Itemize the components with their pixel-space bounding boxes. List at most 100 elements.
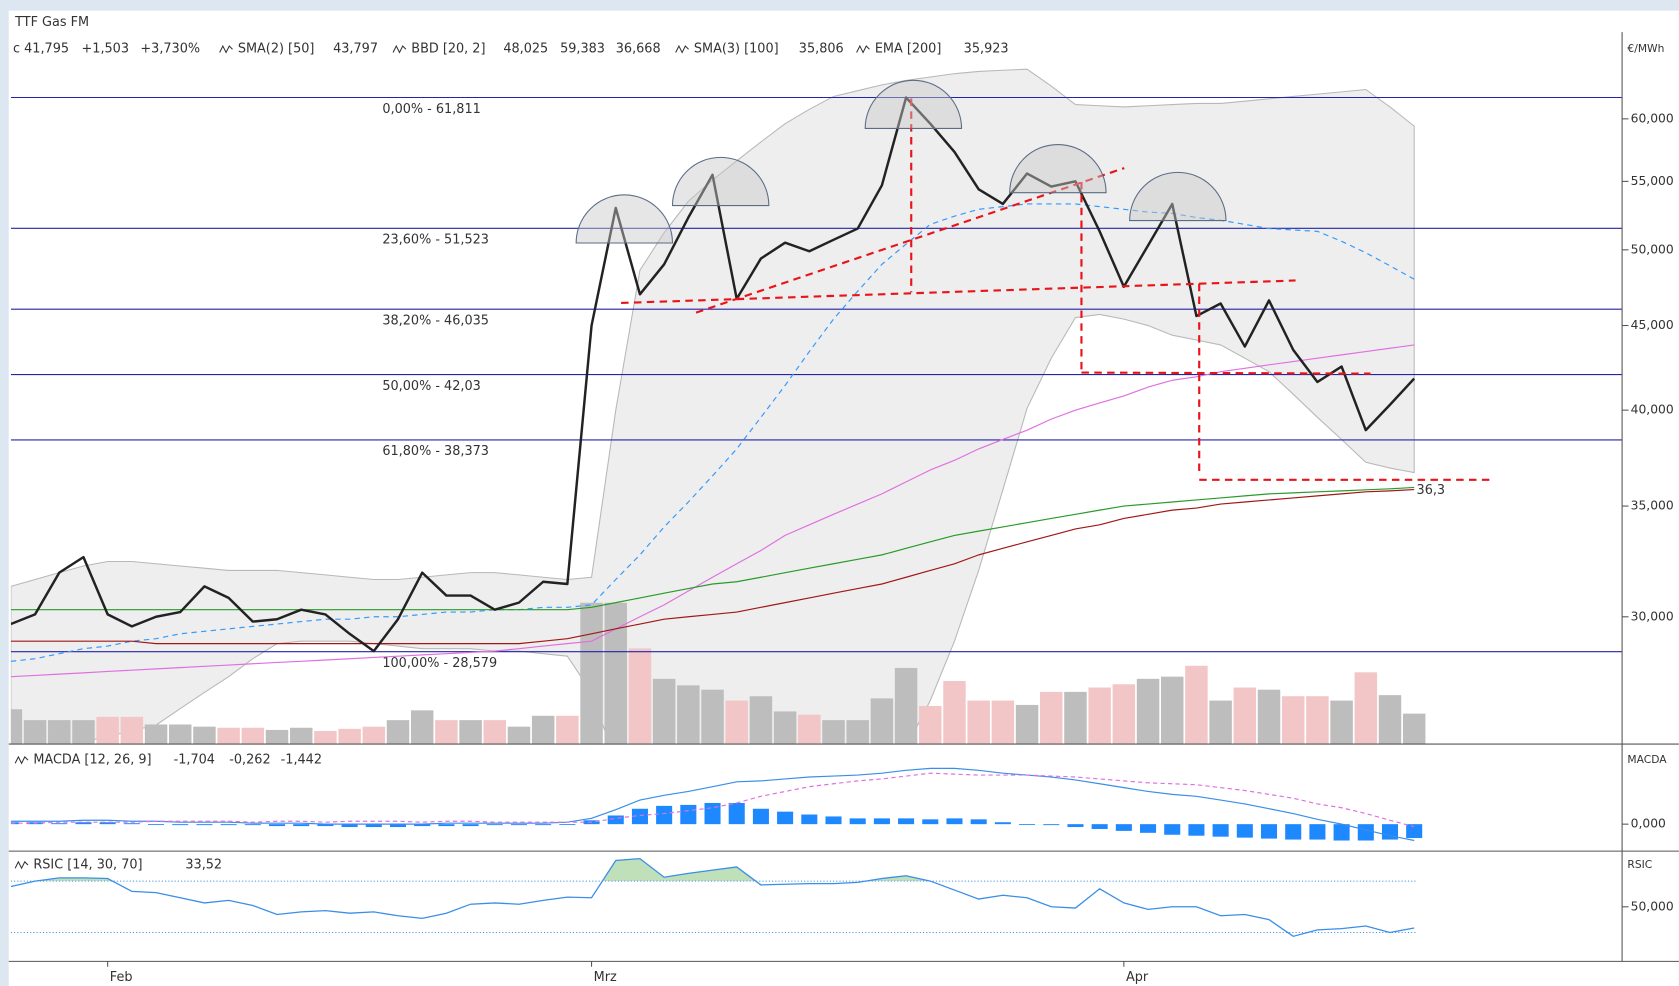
macd-histogram-bar (1091, 824, 1108, 829)
volume-bar (749, 696, 773, 745)
macd-histogram-bar (970, 819, 987, 825)
macd-histogram-bar (559, 824, 576, 826)
indicator-name: EMA [200] (875, 42, 942, 57)
fib-label: 0,00% - 61,811 (382, 102, 480, 117)
macd-histogram-bar (1043, 824, 1060, 826)
y-tick-label: 0,000 (1631, 817, 1666, 831)
volume-bar (1281, 696, 1305, 745)
volume-bar (241, 727, 265, 745)
top-marker (671, 156, 770, 207)
indicator-name: SMA(3) [100] (694, 42, 779, 57)
volume-bar (1209, 700, 1232, 745)
macd-histogram-bar (1357, 824, 1374, 841)
volume-bar (120, 716, 144, 745)
macd-histogram-bar (196, 824, 213, 826)
macd-histogram-bar (486, 824, 503, 826)
header-value: -1,704 (174, 753, 215, 768)
rsi-axis-label: RSIC (1627, 858, 1652, 871)
volume-bar (773, 711, 797, 745)
macd-pane (10, 767, 1423, 842)
y-tick-label: 35,000 (1631, 499, 1674, 513)
y-tick-label: 50,000 (1631, 242, 1674, 256)
x-tick-label: Mrz (594, 970, 617, 985)
fib-label: 61,80% - 38,373 (382, 444, 489, 459)
volume-bar (725, 700, 748, 745)
top-marker (864, 79, 963, 130)
macd-axis-label: MACDA (1627, 753, 1667, 766)
volume-bar (338, 728, 361, 745)
volume-bar (967, 700, 990, 745)
indicator-icon (219, 44, 233, 54)
header-value: 36,668 (616, 42, 661, 57)
trend-line (621, 279, 1296, 305)
macd-histogram-bar (656, 805, 673, 825)
header-value: 35,923 (964, 42, 1009, 57)
macd-histogram-bar (365, 824, 382, 828)
volume-bar (1378, 695, 1402, 745)
volume-bar (1160, 676, 1184, 745)
volume-bar (314, 731, 337, 745)
indicator-name: SMA(2) [50] (238, 42, 315, 57)
volume-bar (870, 698, 894, 745)
overbought-fill (34, 858, 931, 882)
indicator-icon (392, 44, 407, 54)
indicator-line (10, 488, 1415, 645)
macd-histogram-bar (801, 814, 818, 825)
macd-histogram-bar (268, 824, 286, 827)
macd-line (10, 767, 1415, 842)
y-tick-label: 45,000 (1631, 318, 1674, 332)
indicator-icon (856, 44, 870, 54)
header-value: -0,262 (229, 753, 270, 768)
volume-bar (96, 716, 119, 745)
macd-histogram-bar (1140, 824, 1157, 833)
fib-label: 38,20% - 46,035 (382, 313, 489, 328)
volume-bar (1040, 691, 1063, 745)
indicator-line (10, 203, 1415, 662)
macd-histogram-bar (535, 824, 552, 826)
macd-histogram-bar (680, 804, 697, 825)
top-marker (1129, 171, 1227, 222)
macd-histogram-bar (389, 824, 407, 828)
indicator-name: BBD [20, 2] (411, 42, 485, 57)
macd-histogram-bar (752, 808, 769, 825)
volume-bar (628, 648, 652, 745)
volume-bar (1257, 689, 1281, 745)
volume-bar (1064, 691, 1087, 745)
macd-histogram-bar (1260, 824, 1278, 839)
trend-line (1081, 371, 1371, 375)
macd-histogram-bar (1406, 824, 1423, 839)
macd-histogram-bar (414, 824, 431, 827)
axes: 60,000 55,000 50,000 45,000 40,000 35,000 30,0… (8, 32, 1679, 985)
header-value: -1,442 (281, 753, 322, 768)
volume-bar (652, 678, 676, 745)
macd-histogram-bar (1236, 824, 1253, 838)
volume-bar (289, 727, 313, 745)
top-marker (1009, 144, 1107, 194)
header-value: +1,503 (82, 42, 129, 57)
volume-bar (483, 720, 507, 745)
macd-histogram-bar (777, 811, 794, 825)
header-value: c 41,795 (13, 42, 69, 57)
macd-histogram-bar (1212, 824, 1229, 837)
x-tick-label: Apr (1126, 970, 1149, 985)
target-label: 36,3 (1417, 483, 1446, 498)
volume-bar (1306, 696, 1329, 745)
y-tick-label: 30,000 (1631, 609, 1674, 623)
macd-histogram-bar (1333, 824, 1350, 841)
macd-histogram-bar (922, 819, 939, 825)
fib-label: 23,60% - 51,523 (382, 233, 489, 248)
indicator-line (10, 486, 1415, 611)
macd-histogram-bar (898, 818, 915, 825)
fib-label: 50,00% - 42,03 (382, 379, 480, 394)
macd-histogram-bar (172, 824, 189, 826)
macd-histogram-bar (510, 824, 527, 826)
price-pane: 0,00% - 61,811 23,60% - 51,523 38,20% - 46… (10, 68, 1623, 745)
macd-histogram-bar (1067, 824, 1084, 828)
indicator-icon (14, 860, 29, 870)
macd-histogram-bar (51, 823, 68, 825)
volume-bar (943, 681, 966, 745)
volume-bar (48, 720, 71, 745)
volume-bar (1112, 684, 1136, 745)
fib-label: 100,00% - 28,579 (382, 656, 497, 671)
top-marker (575, 194, 674, 244)
